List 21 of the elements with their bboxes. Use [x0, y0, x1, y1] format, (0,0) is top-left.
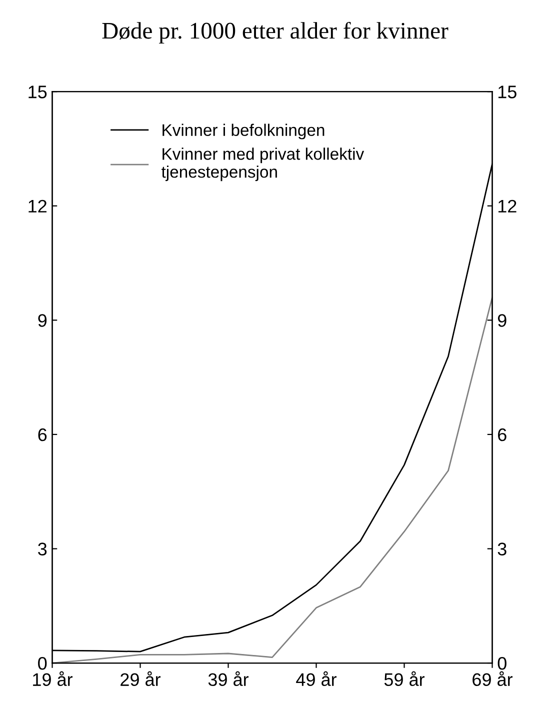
y-tick-label: 15: [28, 86, 47, 98]
y-tick-label: 6: [38, 428, 47, 442]
x-tick-label: 49 år: [296, 671, 337, 686]
y-tick-label: 12: [28, 200, 46, 212]
y2-tick-label: 12: [498, 200, 516, 212]
x-tick-label: 69 år: [472, 671, 513, 686]
y2-tick-label: 9: [498, 314, 506, 327]
legend-label: Kvinner med privat kollektiv tjenestepensjon: [162, 148, 364, 182]
y2-tick-label: 6: [498, 428, 506, 442]
y2-tick-label: 15: [498, 86, 516, 98]
x-tick-label: 29 år: [120, 671, 161, 686]
x-tick-label: 19 år: [33, 671, 73, 686]
x-tick-label: 39 år: [208, 671, 249, 686]
y-tick-label: 0: [38, 656, 47, 670]
y-tick-label: 9: [38, 314, 47, 327]
y-tick-label: 3: [38, 542, 47, 556]
legend-label: Kvinner i befolkningen: [162, 124, 324, 140]
y2-tick-label: 3: [498, 542, 506, 556]
y2-tick-label: 0: [498, 656, 506, 670]
chart-title: Døde pr. 1000 etter alder for kvinner: [102, 22, 448, 44]
x-tick-label: 59 år: [384, 671, 425, 686]
